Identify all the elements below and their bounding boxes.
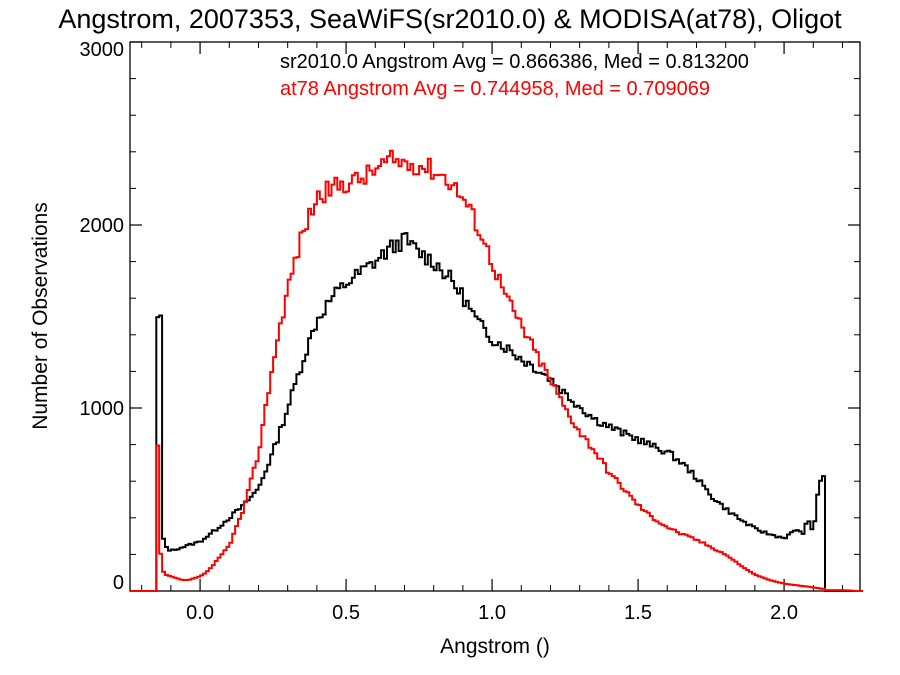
y-axis-label: Number of Observations (29, 202, 52, 430)
x-tick-label: 2.0 (770, 602, 798, 624)
series-line-0 (130, 232, 863, 592)
x-tick-labels: 0.0 0.5 1.0 1.5 2.0 (186, 602, 798, 624)
annotation-at78: at78 Angstrom Avg = 0.744958, Med = 0.70… (280, 78, 710, 100)
series-line-1 (130, 149, 863, 592)
series-group (130, 149, 863, 592)
y-tick-label: 2000 (80, 215, 125, 237)
y-tick-label: 3000 (80, 39, 125, 61)
annotation-sr2010: sr2010.0 Angstrom Avg = 0.866386, Med = … (280, 51, 749, 73)
axis-ticks (130, 41, 860, 592)
chart-title: Angstrom, 2007353, SeaWiFS(sr2010.0) & M… (58, 4, 842, 34)
y-tick-label: 1000 (80, 398, 125, 420)
x-tick-label: 0.0 (186, 602, 214, 624)
y-tick-labels: 0 1000 2000 3000 (80, 39, 125, 594)
plot-frame (129, 41, 861, 592)
x-tick-label: 1.5 (624, 602, 652, 624)
y-tick-label: 0 (113, 572, 124, 594)
x-tick-label: 1.0 (478, 602, 506, 624)
x-tick-label: 0.5 (332, 602, 360, 624)
x-axis-label: Angstrom () (440, 635, 550, 658)
